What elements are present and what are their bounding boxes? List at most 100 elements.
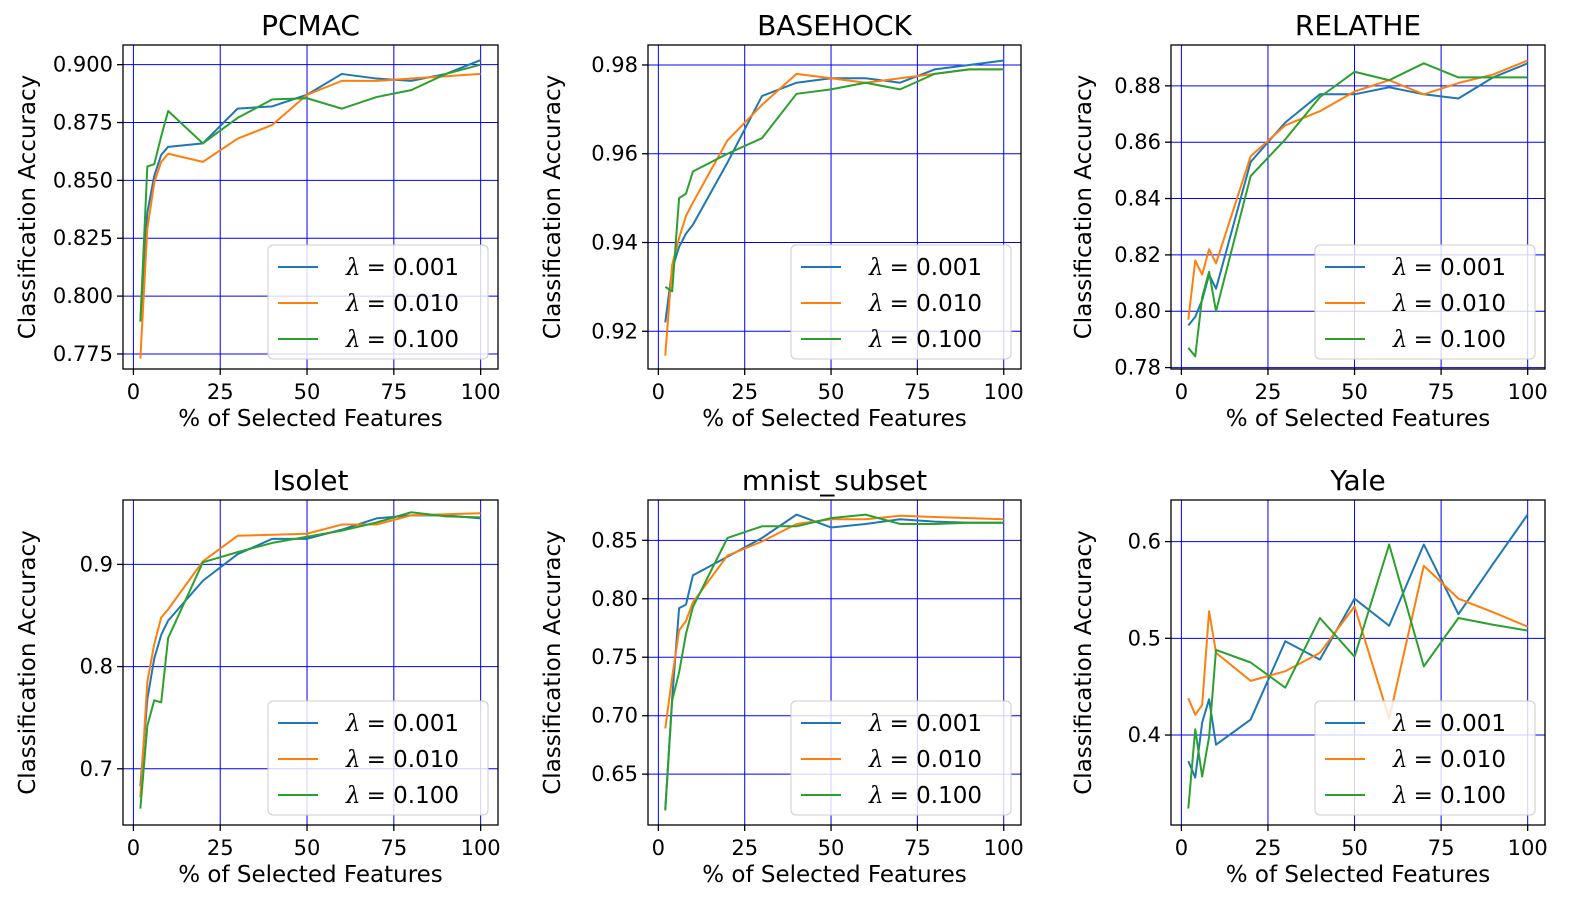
- x-tick-label: 25: [1255, 380, 1282, 404]
- y-tick-label: 0.6: [1128, 530, 1161, 554]
- y-tick-label: 0.4: [1128, 723, 1161, 747]
- legend-lambda-symbol: λ: [345, 291, 361, 317]
- y-axis-label: Classification Accuracy: [540, 75, 566, 340]
- y-tick-label: 0.94: [591, 231, 638, 255]
- x-tick-label: 100: [1508, 380, 1548, 404]
- y-tick-label: 0.86: [1114, 130, 1161, 154]
- y-tick-label: 0.82: [1114, 243, 1161, 267]
- y-tick-label: 0.825: [53, 226, 113, 250]
- y-axis-label: Classification Accuracy: [540, 530, 566, 795]
- x-axis-label: % of Selected Features: [178, 862, 443, 888]
- legend-box: [790, 700, 1012, 816]
- series-line-0: [1187, 513, 1529, 779]
- legend-lambda-symbol: λ: [1392, 783, 1408, 809]
- legend-lambda-value: = 0.100: [1414, 327, 1506, 353]
- legend-label-1: λ = 0.010: [345, 747, 459, 773]
- legend-label-2: λ = 0.100: [1392, 783, 1506, 809]
- legend-label-0: λ = 0.001: [345, 255, 459, 281]
- legend-label-1: λ = 0.010: [345, 291, 459, 317]
- legend-lambda-value: = 0.100: [1414, 783, 1506, 809]
- x-tick-label: 50: [818, 836, 845, 860]
- legend-lambda-symbol: λ: [345, 783, 361, 809]
- subplot-1: 0 25 50 75 100 0.92 0.94 0.96 0.98 BASEHOCK % of S…: [540, 9, 1024, 432]
- legend-label-0: λ = 0.001: [345, 711, 459, 737]
- chart-title: BASEHOCK: [757, 9, 912, 42]
- legend-lambda-value: = 0.001: [890, 255, 982, 281]
- x-tick-label: 50: [294, 380, 321, 404]
- y-tick-label: 0.5: [1128, 626, 1161, 650]
- subplot-3: 0 25 50 75 100 0.7 0.8 0.9 Isolet % of Selected F…: [15, 464, 501, 888]
- y-axis-label: Classification Accuracy: [1071, 75, 1097, 340]
- y-tick-label: 0.85: [591, 528, 638, 552]
- x-tick-label: 25: [731, 380, 758, 404]
- legend-label-2: λ = 0.100: [868, 783, 982, 809]
- y-tick-label: 0.96: [591, 142, 638, 166]
- x-tick-label: 75: [380, 380, 407, 404]
- legend-lambda-symbol: λ: [868, 327, 884, 353]
- legend-lambda-value: = 0.001: [367, 711, 459, 737]
- axes-frame: [1170, 44, 1546, 370]
- x-tick-label: 100: [984, 836, 1024, 860]
- legend-lambda-symbol: λ: [868, 783, 884, 809]
- legend-lambda-value: = 0.100: [367, 327, 459, 353]
- x-tick-label: 50: [1341, 836, 1368, 860]
- legend-lambda-symbol: λ: [868, 255, 884, 281]
- legend-lambda-symbol: λ: [1392, 711, 1408, 737]
- legend-lambda-symbol: λ: [345, 711, 361, 737]
- x-tick-label: 25: [207, 380, 234, 404]
- x-tick-label: 50: [818, 380, 845, 404]
- chart-title: Isolet: [273, 464, 349, 497]
- x-tick-label: 0: [127, 836, 140, 860]
- axes-frame: [647, 44, 1022, 370]
- series-line-1: [139, 512, 481, 798]
- x-tick-label: 50: [294, 836, 321, 860]
- series-line-1: [664, 68, 1004, 356]
- subplot-0: 0 25 50 75 100 0.775 0.800 0.825 0.850 0.875 0.900…: [15, 9, 501, 432]
- legend-lambda-value: = 0.001: [890, 711, 982, 737]
- x-tick-label: 100: [461, 836, 501, 860]
- subplot-5: 0 25 50 75 100 0.4 0.5 0.6 Yale % of Selected Fea…: [1071, 464, 1548, 888]
- legend-lambda-symbol: λ: [1392, 747, 1408, 773]
- y-axis-label: Classification Accuracy: [15, 75, 41, 340]
- y-tick-label: 0.80: [591, 587, 638, 611]
- chart-title: RELATHE: [1295, 9, 1421, 42]
- x-tick-label: 75: [904, 380, 931, 404]
- legend-lambda-value: = 0.100: [890, 783, 982, 809]
- legend-label-1: λ = 0.010: [868, 291, 982, 317]
- legend-label-2: λ = 0.100: [1392, 327, 1506, 353]
- legend-lambda-symbol: λ: [1392, 327, 1408, 353]
- legend-lambda-value: = 0.100: [890, 327, 982, 353]
- x-tick-label: 50: [1341, 380, 1368, 404]
- series-line-2: [1187, 62, 1528, 358]
- chart-title: Yale: [1329, 464, 1385, 497]
- subplot-4: 0 25 50 75 100 0.65 0.70 0.75 0.80 0.85 mnist_subs…: [540, 464, 1024, 888]
- axes-frame: [647, 499, 1022, 826]
- legend-lambda-value: = 0.001: [1414, 711, 1506, 737]
- x-tick-label: 75: [1428, 380, 1455, 404]
- legend-lambda-value: = 0.001: [367, 255, 459, 281]
- x-tick-label: 0: [1175, 380, 1188, 404]
- y-tick-label: 0.88: [1114, 74, 1161, 98]
- x-tick-label: 75: [380, 836, 407, 860]
- subplot-2: 0 25 50 75 100 0.78 0.80 0.82 0.84 0.86 0.88 RELATH…: [1071, 9, 1548, 432]
- series-line-1: [1187, 564, 1529, 720]
- x-axis-label: % of Selected Features: [702, 406, 967, 432]
- y-tick-label: 0.775: [53, 342, 113, 366]
- axes-frame: [1170, 499, 1546, 826]
- legend-box: [790, 244, 1012, 360]
- y-tick-label: 0.850: [53, 168, 113, 192]
- axes-frame: [122, 499, 499, 826]
- legend-lambda-symbol: λ: [345, 255, 361, 281]
- legend-label-0: λ = 0.001: [1392, 255, 1506, 281]
- x-axis-label: % of Selected Features: [1226, 406, 1491, 432]
- legend-lambda-symbol: λ: [868, 711, 884, 737]
- legend-label-1: λ = 0.010: [868, 747, 982, 773]
- x-axis-label: % of Selected Features: [1226, 862, 1491, 888]
- legend-label-1: λ = 0.010: [1392, 747, 1506, 773]
- y-tick-label: 0.8: [80, 655, 113, 679]
- y-tick-label: 0.98: [591, 53, 638, 77]
- legend-lambda-symbol: λ: [1392, 255, 1408, 281]
